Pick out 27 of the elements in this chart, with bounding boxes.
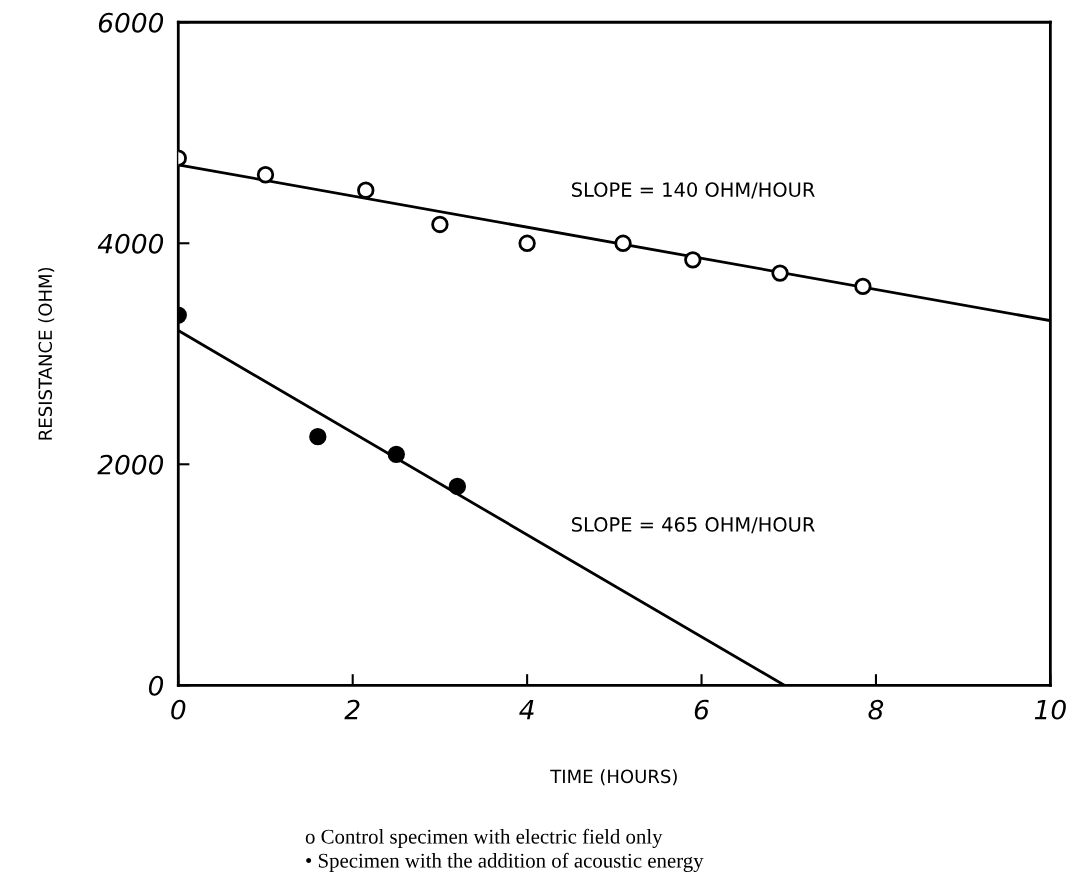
annotation: SLOPE = 140 OHM/HOUR <box>572 182 815 199</box>
point <box>387 445 405 464</box>
text: • Specimen with the addition of acoustic energy <box>306 852 704 872</box>
x-tick-label: 10 <box>1034 699 1066 720</box>
y-tick-label: 0 <box>148 675 164 696</box>
x-tick-label: 6 <box>694 699 709 720</box>
point <box>431 215 449 234</box>
x-tick-label: 8 <box>868 699 884 720</box>
y-tick-label: 6000 <box>98 12 164 33</box>
y-axis-title: RESISTANCE (OHM) <box>38 267 55 440</box>
y-tick-label: 2000 <box>97 454 164 475</box>
y-tick-label: 4000 <box>97 233 164 254</box>
point <box>518 234 536 252</box>
x-tick-label: 2 <box>344 699 360 720</box>
x-tick-label: 0 <box>171 699 186 720</box>
point <box>357 181 375 199</box>
x-axis-title: TIME (HOURS) <box>550 769 677 786</box>
point <box>854 277 872 296</box>
text: o Control specimen with electric field only <box>305 828 663 848</box>
point <box>256 166 275 184</box>
point <box>309 427 327 446</box>
point <box>614 234 632 252</box>
point <box>684 251 702 269</box>
point <box>771 264 789 282</box>
x-tick-label: 4 <box>519 700 534 720</box>
point <box>448 477 467 496</box>
annotation: SLOPE = 465 OHM/HOUR <box>572 517 815 534</box>
